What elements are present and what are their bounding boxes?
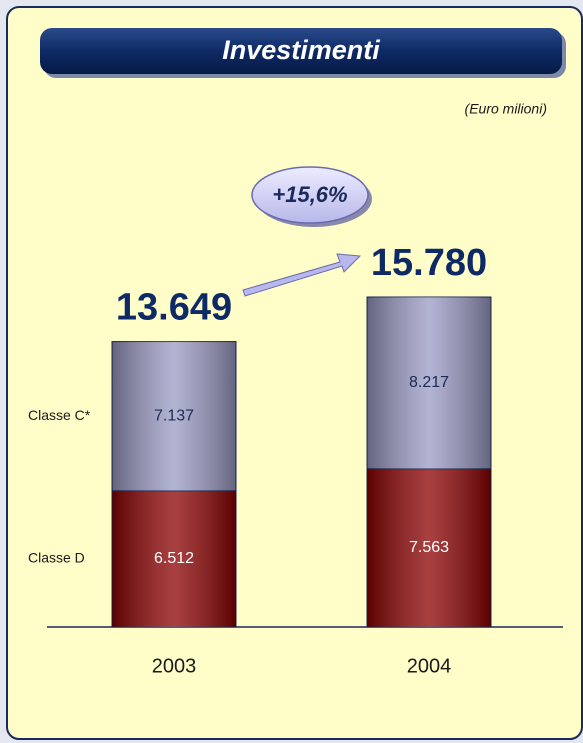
annotation-oval <box>251 166 369 224</box>
title-banner <box>40 28 562 74</box>
value-label: 8.217 <box>409 374 449 391</box>
value-label: 6.512 <box>154 550 194 567</box>
total-label: 15.780 <box>371 242 487 284</box>
growth-arrow <box>242 253 362 297</box>
panel <box>6 6 583 740</box>
annotation: +15,6% <box>272 182 347 207</box>
legend-label: Classe D <box>28 550 85 566</box>
x-tick-label: 2003 <box>152 655 197 677</box>
x-tick-label: 2004 <box>407 655 452 677</box>
total-label: 13.649 <box>116 287 232 329</box>
value-label: 7.563 <box>409 539 449 556</box>
subtitle: (Euro milioni) <box>465 101 547 117</box>
legend-label: Classe C* <box>28 407 91 423</box>
value-label: 7.137 <box>154 407 194 424</box>
chart-title: Investimenti <box>222 35 380 65</box>
